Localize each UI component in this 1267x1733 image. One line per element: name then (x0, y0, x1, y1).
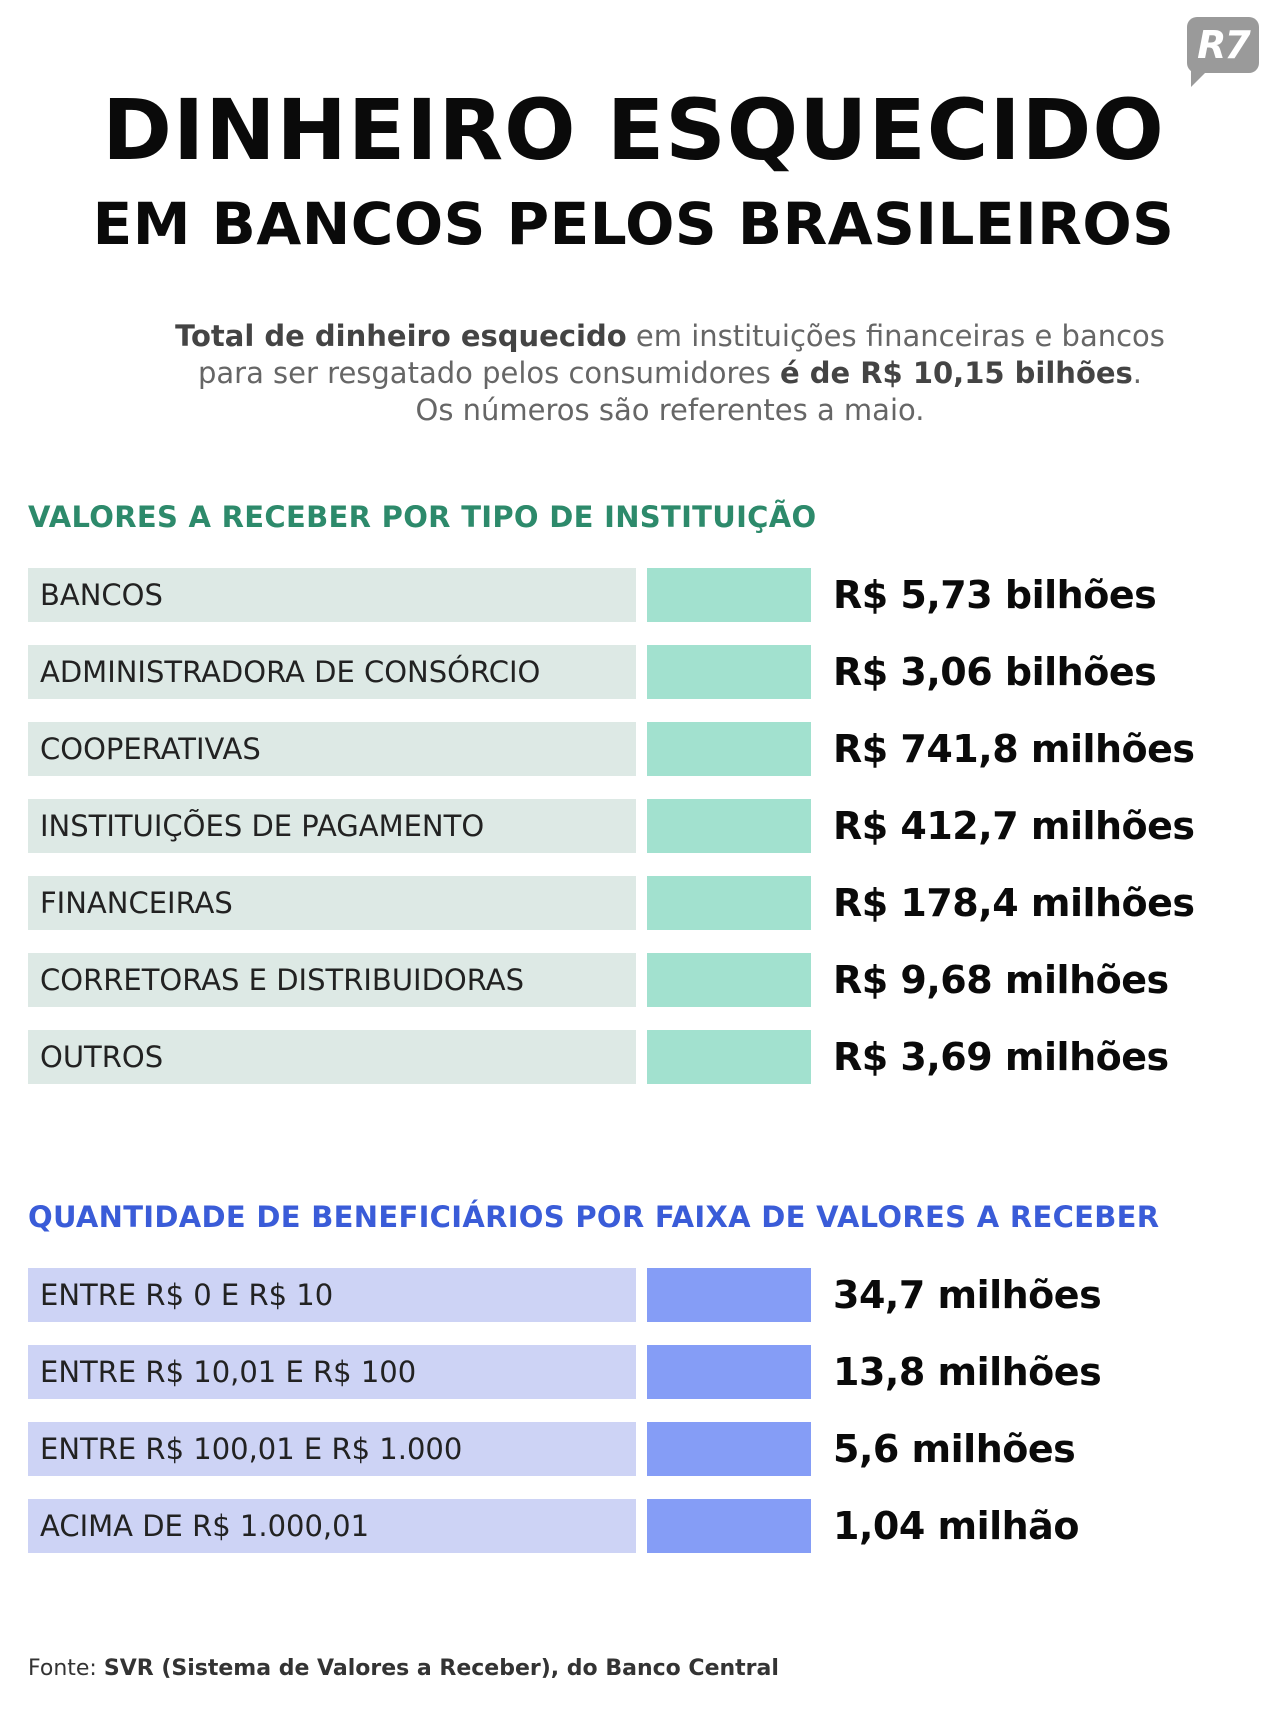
institution-value: R$ 741,8 milhões (833, 727, 1195, 771)
intro-line-3: Os números são referentes a maio. (415, 393, 925, 427)
institution-value: R$ 412,7 milhões (833, 804, 1195, 848)
source-text: SVR (Sistema de Valores a Receber), do B… (103, 1656, 779, 1681)
beneficiary-label: ACIMA DE R$ 1.000,01 (28, 1499, 636, 1553)
institution-bar (647, 645, 811, 699)
institution-value: R$ 5,73 bilhões (833, 573, 1157, 617)
institution-label: ADMINISTRADORA DE CONSÓRCIO (28, 645, 636, 699)
beneficiary-value: 34,7 milhões (833, 1273, 1102, 1317)
beneficiary-label: ENTRE R$ 0 E R$ 10 (28, 1268, 636, 1322)
intro-line-1: Total de dinheiro esquecido em instituiç… (120, 318, 1220, 355)
institution-label: CORRETORAS E DISTRIBUIDORAS (28, 953, 636, 1007)
section-title-beneficiaries: QUANTIDADE DE BENEFICIÁRIOS POR FAIXA DE… (28, 1200, 1160, 1234)
institution-label: BANCOS (28, 568, 636, 622)
beneficiary-bar (647, 1268, 811, 1322)
intro-line-2-bold: é de R$ 10,15 bilhões (779, 356, 1133, 390)
institution-bar (647, 568, 811, 622)
institution-bar (647, 876, 811, 930)
beneficiary-row: ACIMA DE R$ 1.000,01 1,04 milhão (28, 1499, 1248, 1553)
beneficiaries-list: ENTRE R$ 0 E R$ 10 34,7 milhões ENTRE R$ 1… (28, 1268, 1248, 1576)
institution-value: R$ 9,68 milhões (833, 958, 1169, 1002)
beneficiary-bar (647, 1345, 811, 1399)
beneficiary-bar (647, 1499, 811, 1553)
institution-label: OUTROS (28, 1030, 636, 1084)
beneficiary-value: 5,6 milhões (833, 1427, 1076, 1471)
intro-line-1-rest: em instituições financeiras e bancos (626, 319, 1165, 353)
beneficiary-value: 13,8 milhões (833, 1350, 1102, 1394)
beneficiary-row: ENTRE R$ 10,01 E R$ 100 13,8 milhões (28, 1345, 1248, 1399)
intro-line-1-bold: Total de dinheiro esquecido (175, 319, 627, 353)
beneficiary-row: ENTRE R$ 100,01 E R$ 1.000 5,6 milhões (28, 1422, 1248, 1476)
institution-bar (647, 799, 811, 853)
beneficiary-row: ENTRE R$ 0 E R$ 10 34,7 milhões (28, 1268, 1248, 1322)
institution-bar (647, 953, 811, 1007)
beneficiary-label: ENTRE R$ 10,01 E R$ 100 (28, 1345, 636, 1399)
institution-label: FINANCEIRAS (28, 876, 636, 930)
institution-row: ADMINISTRADORA DE CONSÓRCIO R$ 3,06 bilhõ… (28, 645, 1248, 699)
institution-row: CORRETORAS E DISTRIBUIDORAS R$ 9,68 milhõ… (28, 953, 1248, 1007)
beneficiary-label: ENTRE R$ 100,01 E R$ 1.000 (28, 1422, 636, 1476)
intro-text: Total de dinheiro esquecido em instituiç… (120, 318, 1220, 429)
section-title-institutions: VALORES A RECEBER POR TIPO DE INSTITUIÇÃ… (28, 500, 817, 534)
institution-value: R$ 3,06 bilhões (833, 650, 1157, 694)
institution-row: COOPERATIVAS R$ 741,8 milhões (28, 722, 1248, 776)
institution-row: OUTROS R$ 3,69 milhões (28, 1030, 1248, 1084)
institution-value: R$ 3,69 milhões (833, 1035, 1169, 1079)
intro-line-2-end: . (1132, 356, 1143, 390)
institution-row: FINANCEIRAS R$ 178,4 milhões (28, 876, 1248, 930)
institution-value: R$ 178,4 milhões (833, 881, 1195, 925)
institution-bar (647, 1030, 811, 1084)
institution-row: BANCOS R$ 5,73 bilhões (28, 568, 1248, 622)
beneficiary-value: 1,04 milhão (833, 1504, 1079, 1548)
beneficiary-bar (647, 1422, 811, 1476)
institution-row: INSTITUIÇÕES DE PAGAMENTO R$ 412,7 milhõe… (28, 799, 1248, 853)
intro-line-2-start: para ser resgatado pelos consumidores (197, 356, 780, 390)
page-subtitle: EM BANCOS PELOS BRASILEIROS (92, 190, 1175, 258)
institutions-list: BANCOS R$ 5,73 bilhões ADMINISTRADORA DE C… (28, 568, 1248, 1107)
source-prefix: Fonte: (28, 1656, 104, 1681)
source-note: Fonte: SVR (Sistema de Valores a Receber… (28, 1656, 779, 1681)
institution-label: COOPERATIVAS (28, 722, 636, 776)
intro-line-2: para ser resgatado pelos consumidores é … (120, 355, 1220, 392)
institution-label: INSTITUIÇÕES DE PAGAMENTO (28, 799, 636, 853)
institution-bar (647, 722, 811, 776)
page-title: DINHEIRO ESQUECIDO (102, 81, 1165, 179)
r7-logo: R7 (1187, 17, 1259, 87)
